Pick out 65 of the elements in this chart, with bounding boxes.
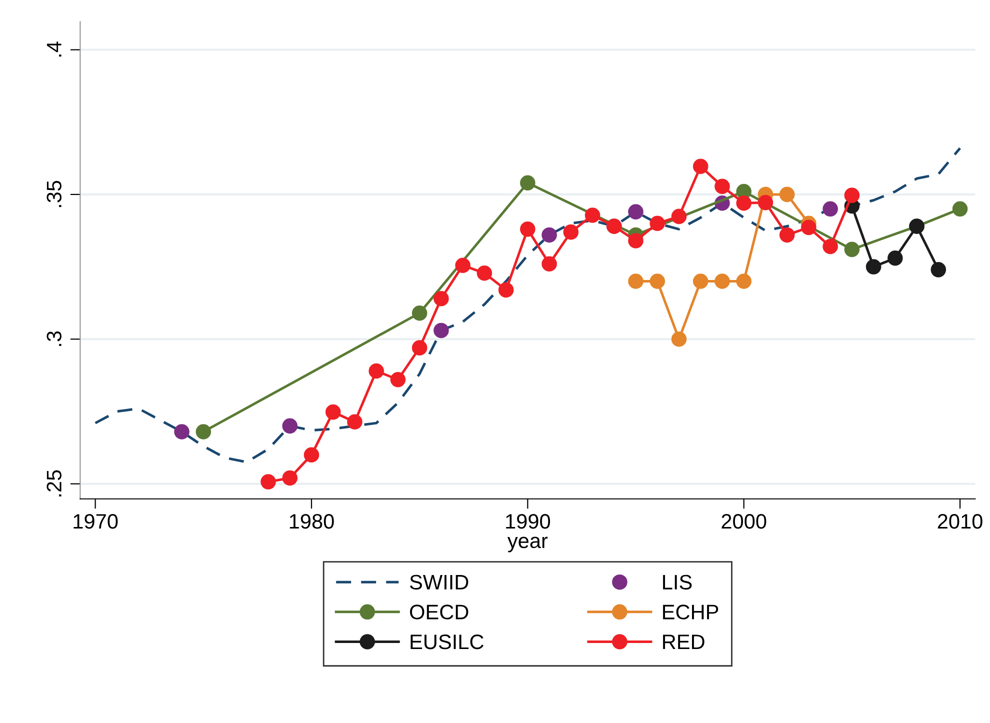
point	[542, 256, 557, 272]
point	[650, 216, 666, 232]
point	[736, 274, 752, 289]
point	[671, 331, 687, 347]
point	[174, 424, 190, 440]
point	[304, 447, 320, 463]
x-axis-title: year	[507, 536, 548, 552]
legend-label: EUSILC	[410, 634, 484, 650]
point	[347, 414, 362, 430]
point	[520, 175, 536, 191]
legend-label: ECHP	[663, 604, 718, 620]
point	[628, 274, 644, 289]
point	[822, 238, 838, 254]
x-tick-label: 2000	[722, 514, 766, 529]
y-tick-label: .35	[46, 180, 62, 208]
point	[758, 194, 774, 210]
point	[952, 201, 968, 217]
x-tick-label: 1980	[290, 514, 334, 529]
point	[844, 242, 860, 258]
point	[520, 222, 536, 237]
point	[628, 233, 644, 248]
y-tick-label: .3	[46, 331, 62, 346]
point	[692, 158, 708, 174]
point	[584, 208, 600, 223]
point	[476, 266, 492, 281]
point	[801, 220, 816, 236]
y-tick-label: .4	[46, 42, 62, 57]
point	[692, 274, 708, 289]
point	[282, 470, 298, 486]
point	[260, 474, 276, 490]
point	[412, 340, 428, 356]
x-tick-label: 1970	[74, 514, 118, 529]
point	[930, 262, 946, 278]
point	[714, 274, 730, 289]
point	[563, 224, 579, 240]
point	[196, 424, 212, 440]
point	[888, 250, 903, 266]
point	[434, 322, 449, 338]
point	[498, 282, 514, 298]
point	[542, 227, 557, 243]
legend-label: OECD	[410, 604, 468, 620]
point	[390, 372, 406, 388]
point	[844, 188, 860, 203]
point	[779, 186, 795, 202]
legend-label: LIS	[663, 574, 692, 590]
point	[822, 201, 838, 217]
point	[671, 208, 687, 224]
point	[628, 204, 644, 220]
point	[650, 274, 666, 289]
point	[714, 178, 730, 194]
x-tick-label: 2010	[938, 514, 982, 529]
point	[434, 290, 449, 306]
point	[866, 259, 882, 274]
y-tick-label: .25	[46, 470, 62, 496]
point	[412, 305, 428, 321]
point	[736, 195, 752, 211]
point	[779, 227, 795, 243]
legend-label: RED	[663, 634, 704, 650]
legend-label: SWIID	[410, 574, 468, 590]
point	[282, 418, 298, 434]
point	[325, 404, 341, 420]
point	[368, 363, 384, 379]
x-tick-label: 1990	[506, 514, 550, 529]
point	[455, 258, 470, 273]
line-series	[94, 146, 962, 464]
